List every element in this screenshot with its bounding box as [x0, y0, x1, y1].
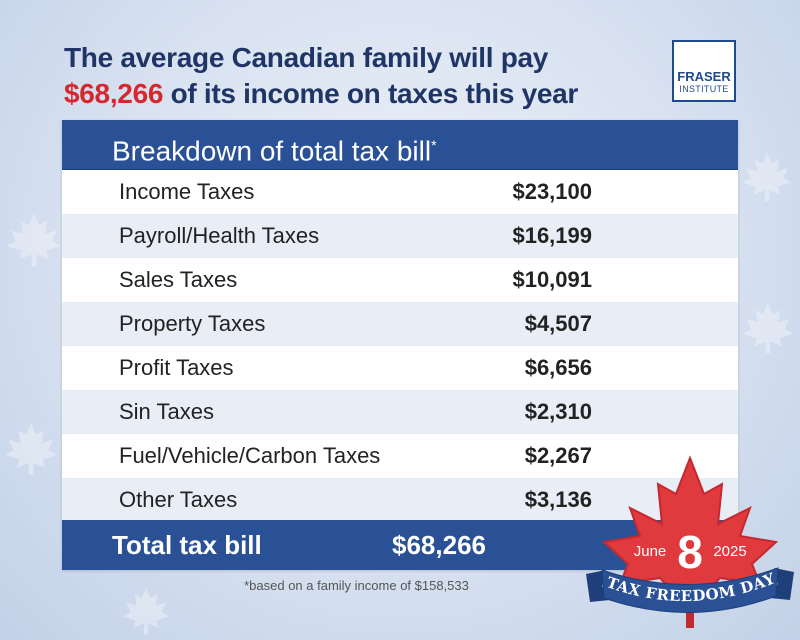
- logo-line-1: FRASER: [677, 69, 731, 84]
- row-label: Sin Taxes: [119, 399, 214, 424]
- row-value: $23,100: [512, 179, 592, 204]
- total-value: $68,266: [392, 530, 486, 560]
- row-label: Profit Taxes: [119, 355, 234, 380]
- background-maple-leaf-icon: [742, 152, 792, 202]
- headline-line-2-rest: of its income on taxes this year: [163, 78, 579, 109]
- tax-freedom-day-badge: June 8 2025 TAX FREEDOM DAY: [586, 455, 794, 628]
- row-value: $2,267: [524, 443, 592, 468]
- background-maple-leaf-icon: [122, 587, 170, 635]
- row-label: Property Taxes: [119, 311, 266, 336]
- row-value: $2,310: [524, 399, 592, 424]
- background-maple-leaf-icon: [742, 302, 794, 354]
- row-value: $6,656: [524, 355, 592, 380]
- row-value: $4,507: [524, 311, 592, 336]
- row-value: $16,199: [512, 223, 592, 248]
- row-label: Other Taxes: [119, 487, 238, 512]
- headline-line-2: $68,266 of its income on taxes this year: [64, 76, 624, 112]
- table-row: Sin Taxes $2,310: [62, 390, 738, 434]
- table-row: Fuel/Vehicle/Carbon Taxes $2,267: [62, 434, 738, 478]
- table-row: Other Taxes $3,136: [62, 478, 738, 520]
- row-label: Payroll/Health Taxes: [119, 223, 320, 248]
- badge-month: June: [634, 543, 667, 560]
- row-value: $10,091: [512, 267, 592, 292]
- fraser-institute-logo: FRASER INSTITUTE: [672, 40, 736, 102]
- headline-line-1: The average Canadian family will pay: [64, 42, 549, 73]
- table-title-mark: *: [431, 137, 437, 153]
- table-title: Breakdown of total tax bill*: [112, 129, 437, 167]
- row-label: Sales Taxes: [119, 267, 238, 292]
- table-row: Profit Taxes $6,656: [62, 346, 738, 390]
- background-maple-leaf-icon: [4, 422, 58, 476]
- table-row: Payroll/Health Taxes $16,199: [62, 214, 738, 258]
- table-header: Breakdown of total tax bill*: [62, 120, 738, 170]
- logo-line-2: INSTITUTE: [679, 84, 729, 94]
- total-label: Total tax bill: [112, 530, 262, 560]
- badge-year: 2025: [713, 543, 746, 560]
- footnote: *based on a family income of $158,533: [244, 578, 469, 593]
- headline-amount: $68,266: [64, 78, 164, 109]
- table-title-text: Breakdown of total tax bill: [112, 135, 432, 167]
- badge-day: 8: [677, 526, 703, 578]
- table-row: Sales Taxes $10,091: [62, 258, 738, 302]
- row-label: Fuel/Vehicle/Carbon Taxes: [119, 443, 381, 468]
- tax-breakdown-table: Breakdown of total tax bill* Income Taxe…: [62, 120, 738, 570]
- table-row: Property Taxes $4,507: [62, 302, 738, 346]
- headline: The average Canadian family will pay $68…: [64, 40, 624, 112]
- table-row: Income Taxes $23,100: [62, 170, 738, 214]
- background-maple-leaf-icon: [7, 213, 61, 267]
- row-value: $3,136: [524, 487, 592, 512]
- row-label: Income Taxes: [119, 179, 255, 204]
